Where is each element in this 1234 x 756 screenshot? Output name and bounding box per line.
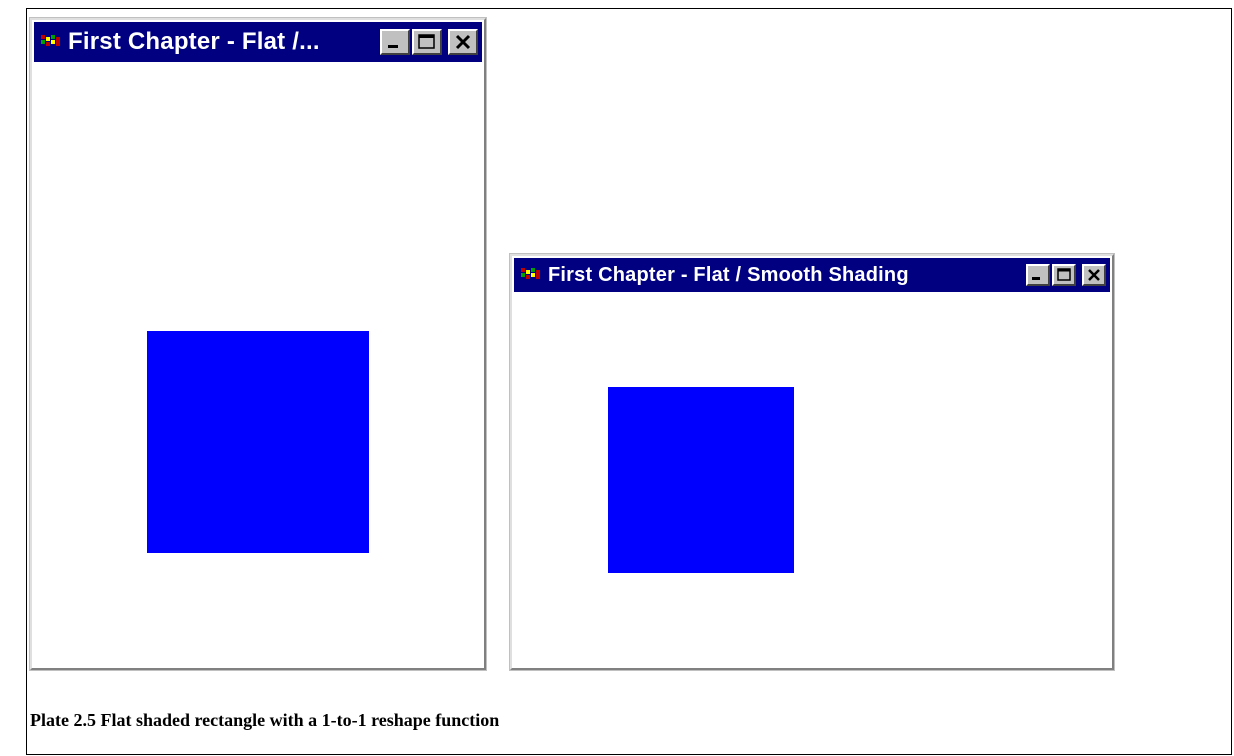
maximize-button[interactable]	[412, 29, 442, 55]
title-bar[interactable]: First Chapter - Flat / Smooth Shading	[514, 258, 1110, 292]
minimize-icon	[1032, 277, 1040, 280]
blue-rectangle	[608, 387, 794, 573]
render-canvas[interactable]	[34, 64, 482, 666]
app-icon	[521, 268, 540, 279]
close-icon	[1088, 269, 1100, 281]
render-canvas[interactable]	[514, 294, 1110, 666]
figure-frame	[26, 8, 1232, 755]
tall-window: First Chapter - Flat /...	[29, 17, 487, 671]
maximize-icon	[1057, 268, 1071, 281]
window-title: First Chapter - Flat /...	[68, 28, 320, 55]
figure-caption: Plate 2.5 Flat shaded rectangle with a 1…	[30, 710, 500, 730]
close-button[interactable]	[448, 29, 478, 55]
close-icon	[455, 34, 471, 50]
blue-rectangle	[147, 331, 369, 553]
window-title: First Chapter - Flat / Smooth Shading	[548, 263, 909, 286]
minimize-icon	[388, 45, 398, 48]
wide-window: First Chapter - Flat / Smooth Shading	[509, 253, 1115, 671]
minimize-button[interactable]	[1026, 264, 1050, 286]
maximize-icon	[418, 34, 435, 49]
close-button[interactable]	[1082, 264, 1106, 286]
title-bar[interactable]: First Chapter - Flat /...	[34, 22, 482, 62]
minimize-button[interactable]	[380, 29, 410, 55]
app-icon	[41, 35, 60, 46]
maximize-button[interactable]	[1052, 264, 1076, 286]
